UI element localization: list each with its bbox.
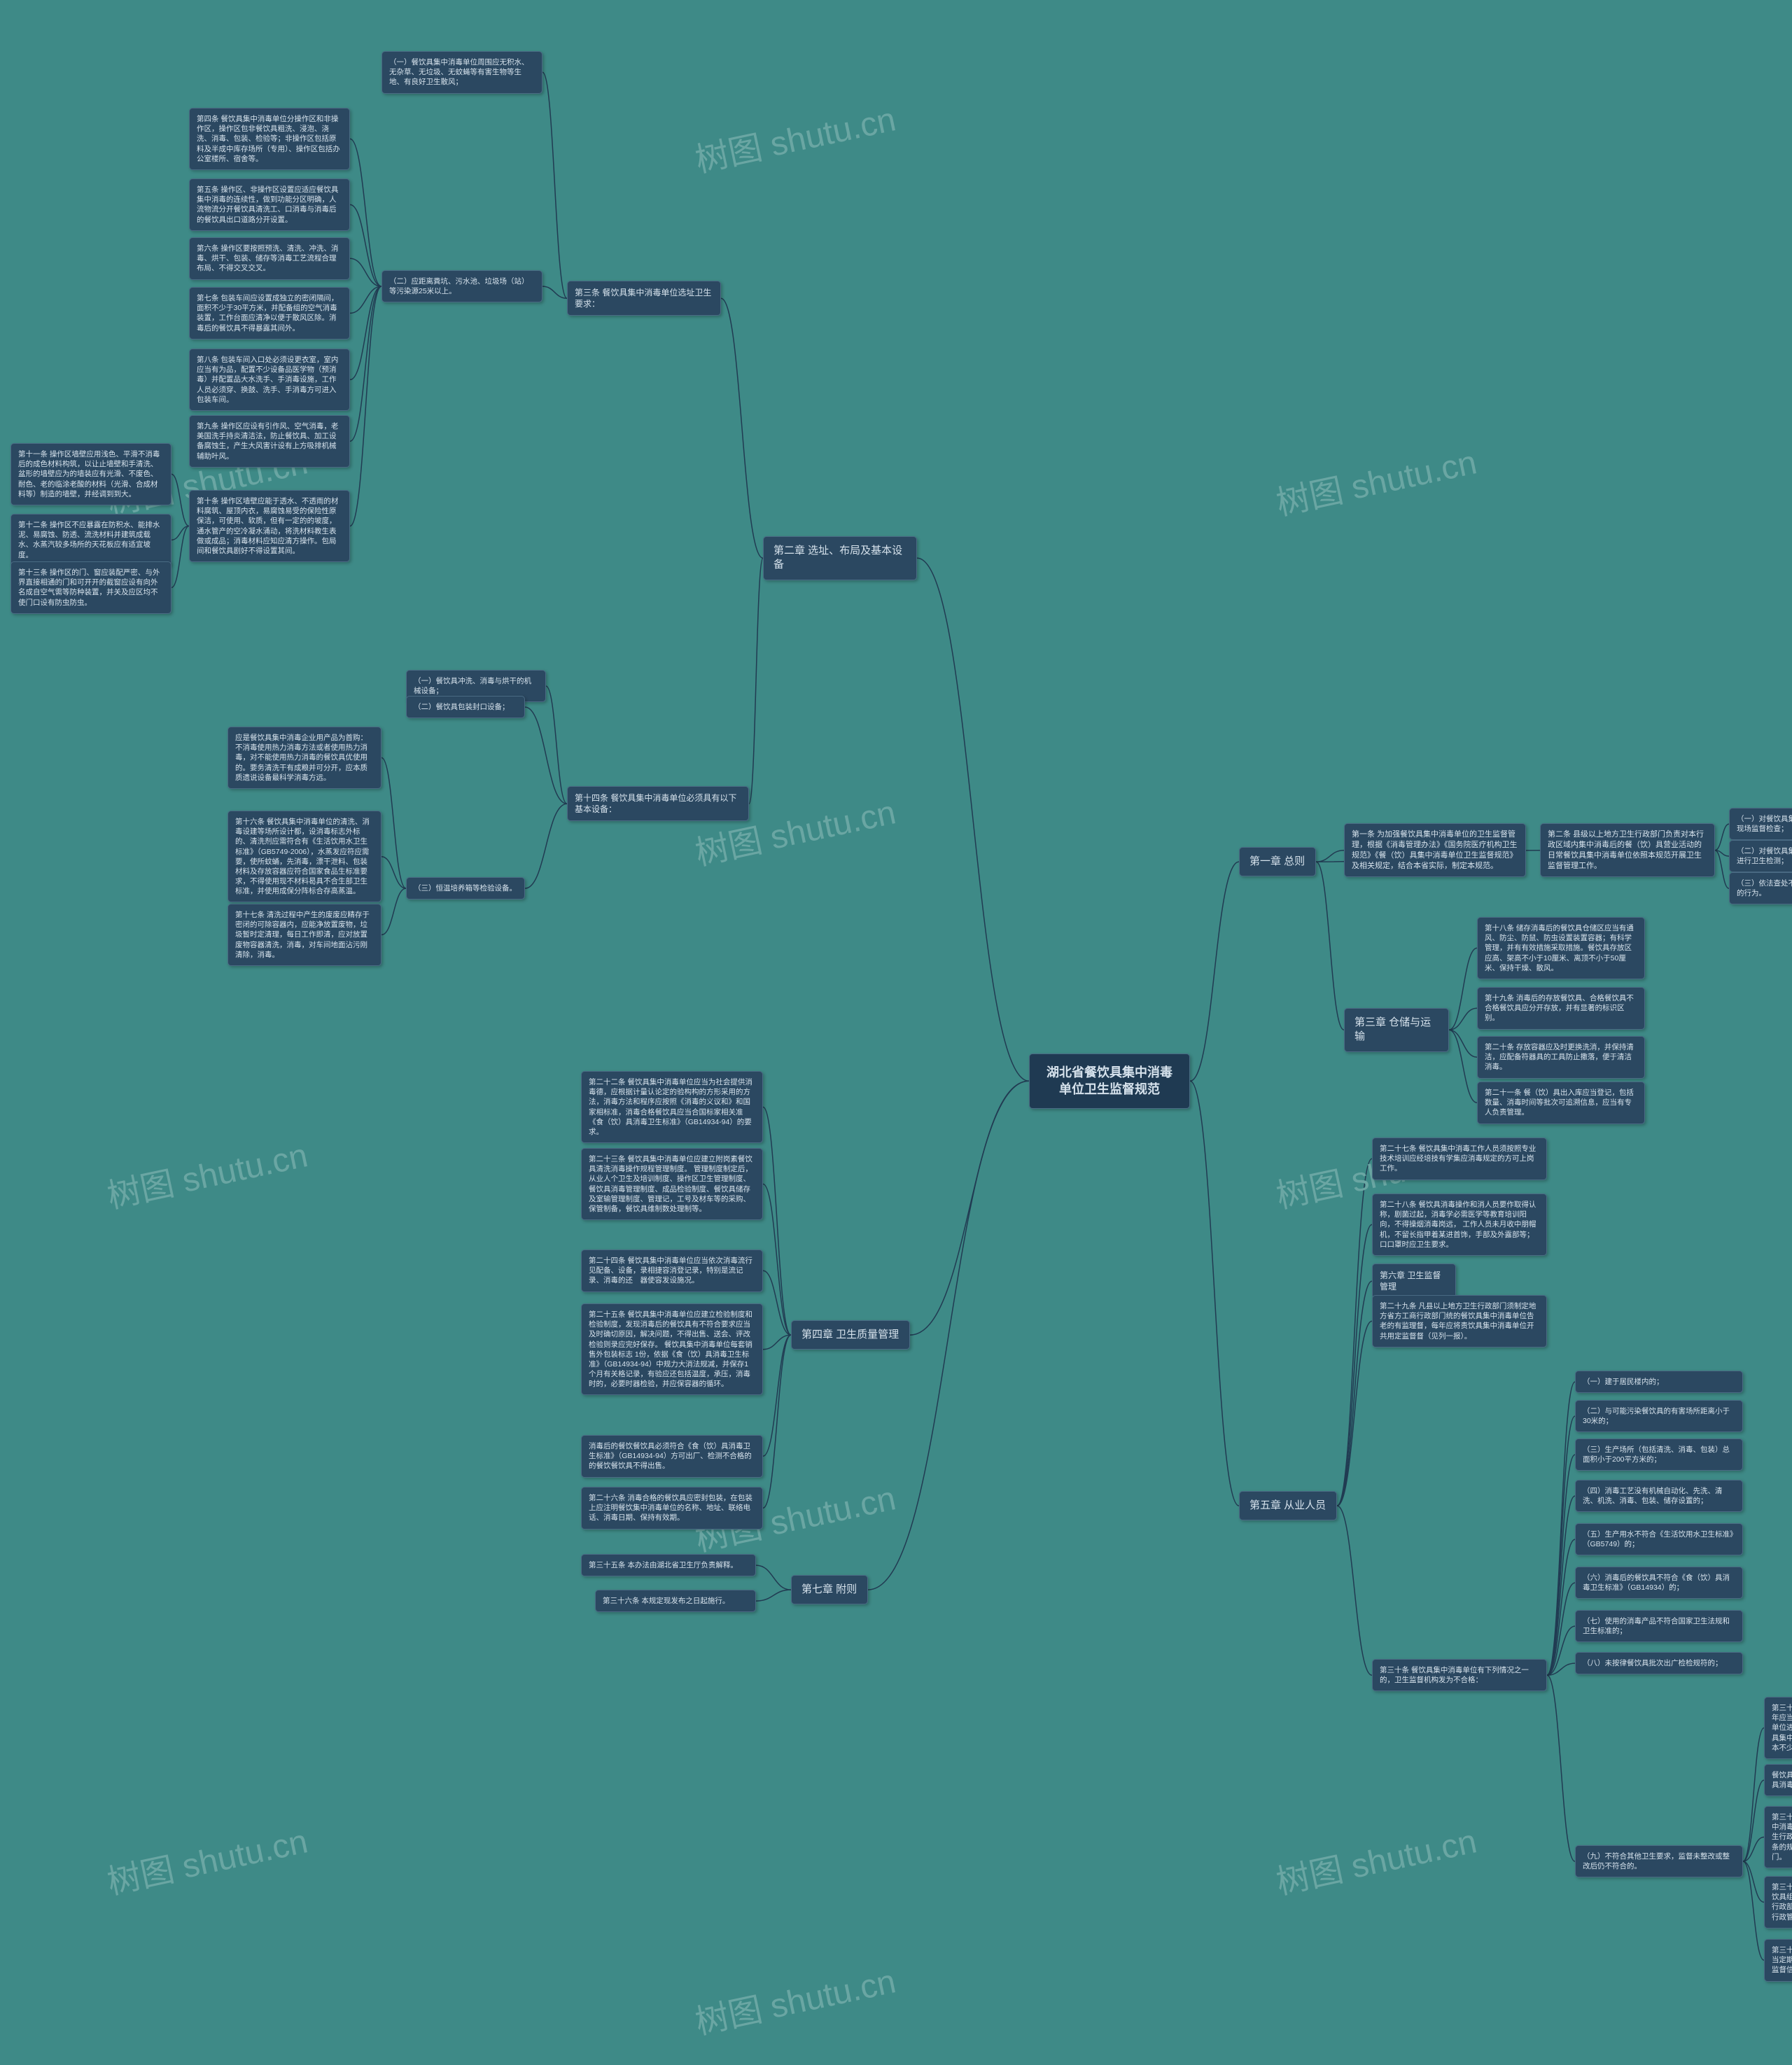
mindmap-node-c5n5i1: 第三十一条 县级以上地方卫生行政部门每年应当不少定期对辖区内餐饮具集中消毒单位进… bbox=[1764, 1697, 1792, 1759]
mindmap-node-c5n5i: （九）不符合其他卫生要求，监督未整改或整改后仍不符合的。 bbox=[1575, 1845, 1743, 1877]
mindmap-node-c3n4: 第二十一条 餐（饮）具出入库应当登记，包括数量、消毒时间等批次可追溯信息，应当有… bbox=[1477, 1082, 1645, 1124]
mindmap-node-c4n1: 第二十二条 餐饮具集中消毒单位应当为社会提供消毒德，应根据计量认论定的验构构的方… bbox=[581, 1071, 763, 1143]
mindmap-node-c7n2: 第三十六条 本规定现发布之日起施行。 bbox=[595, 1590, 756, 1612]
watermark: 树图 shutu.cn bbox=[1271, 1814, 1480, 1904]
mindmap-node-c5n5d: （四）消毒工艺没有机械自动化、先洗、清洗、机洗、消毒、包装、储存设置的； bbox=[1575, 1480, 1743, 1512]
mindmap-node-c2s1b2: 第五条 操作区、非操作区设置应适应餐饮具集中消毒的连续性，做到功能分区明确，人流… bbox=[189, 178, 350, 231]
mindmap-node-c5n1: 第二十七条 餐饮具集中消毒工作人员须按照专业技术培训应经培技有学集应消毒规定的方… bbox=[1372, 1138, 1547, 1180]
mindmap-node-c4n6: 第二十六条 消毒合格的餐饮具应密封包装，在包装上应注明餐饮集中消毒单位的名称、地… bbox=[581, 1487, 763, 1530]
mindmap-node-c1n2c: （三）依法查处不符合卫生标准和规定的行为。 bbox=[1729, 872, 1792, 904]
mindmap-node-c2s1b7b: 第十二条 操作区不应暴露在防积水、能排水泥、易腐蚀、防透、流洗材料并建筑成载水、… bbox=[10, 514, 172, 566]
mindmap-canvas: 树图 shutu.cn 树图 shutu.cn 树图 shutu.cn 树图 shut… bbox=[0, 0, 1792, 2065]
mindmap-node-root: 湖北省餐饮具集中消毒单位卫生监督规范 bbox=[1029, 1054, 1190, 1109]
mindmap-node-c2s1b7a: 第十一条 操作区墙壁应用浅色、平滑不消毒后的成色材料构筑，以让止墙壁和手清洗、盆… bbox=[10, 443, 172, 505]
mindmap-node-c1n2b: （二）对餐饮具集中消毒单位的餐饮具进行卫生检测； bbox=[1729, 840, 1792, 872]
mindmap-node-c2: 第二章 选址、布局及基本设备 bbox=[763, 536, 917, 580]
mindmap-node-c1n2: 第二条 县级以上地方卫生行政部门负责对本行政区域内集中消毒后的餐（饮）具营业活动… bbox=[1540, 823, 1715, 877]
mindmap-node-c5n5i4: 第三十三条 对监督检查结发为不合格的餐饮具组集中消毒单位，县级以上地方卫生行政部… bbox=[1764, 1876, 1792, 1928]
mindmap-node-c2s1b3: 第六条 操作区要按照预洗、清洗、冲洗、消毒、烘干、包装、储存等消毒工艺流程合理布… bbox=[189, 237, 350, 280]
mindmap-node-c3n3: 第二十条 存放容器应及时更换洗消，并保持清洁，应配备符器具的工具防止撒落，便于清… bbox=[1477, 1036, 1645, 1079]
mindmap-node-c2s1b5: 第八条 包装车间入口处必须设更衣室，室内应当有为品，配置不少设备品医学物（预消毒… bbox=[189, 349, 350, 411]
mindmap-node-c1n2a: （一）对餐饮具集中消毒单位进行监督现场监督检查； bbox=[1729, 808, 1792, 840]
mindmap-node-c2s1b1: 第四条 餐饮具集中消毒单位分操作区和非操作区，操作区包非餐饮具粗洗、浸泡、浇洗、… bbox=[189, 108, 350, 170]
mindmap-node-c5n5e: （五）生产用水不符合《生活饮用水卫生标准》（GB5749）的； bbox=[1575, 1523, 1743, 1555]
mindmap-node-c5n5i5: 第三十四条 县级以上地方卫生行政部门应当定期向社公布餐饮具集中消毒单位卫生监督信… bbox=[1764, 1939, 1792, 1982]
mindmap-node-c2s2: 第十四条 餐饮具集中消毒单位必须具有以下基本设备： bbox=[567, 786, 749, 821]
mindmap-node-c3: 第三章 仓储与运输 bbox=[1344, 1008, 1449, 1052]
mindmap-node-c4n2: 第二十三条 餐饮具集中消毒单位应建立附岗素餐饮具清洗消毒操作规程管理制度。 管理… bbox=[581, 1148, 763, 1220]
mindmap-node-c2s1b7c: 第十三条 操作区的门、窗应装配严密、与外界直接相通的门和可开开的截窗应设有向外名… bbox=[10, 561, 172, 614]
mindmap-node-c5n2: 第二十八条 餐饮具消毒操作和消人员要作取得认称，剧菌过起，消毒学必需医学等教育培… bbox=[1372, 1194, 1547, 1256]
mindmap-node-c4n4: 第二十五条 餐饮具集中消毒单位应建立检验制度和检验制度，发现消毒后的餐饮具有不符… bbox=[581, 1303, 763, 1395]
mindmap-node-c5n3: 第六章 卫生监督管理 bbox=[1372, 1264, 1456, 1298]
mindmap-node-c3n1: 第十八条 储存消毒后的餐饮具仓储区应当有通风、防尘、防鼠、防虫设置装置容器；有科… bbox=[1477, 917, 1645, 979]
mindmap-node-c1n1: 第一条 为加强餐饮具集中消毒单位的卫生监督管理，根据《消毒管理办法》《国务院医疗… bbox=[1344, 823, 1526, 877]
watermark: 树图 shutu.cn bbox=[690, 1954, 899, 2044]
watermark: 树图 shutu.cn bbox=[690, 92, 899, 182]
mindmap-node-c1: 第一章 总则 bbox=[1239, 847, 1316, 876]
watermark: 树图 shutu.cn bbox=[102, 1128, 312, 1218]
mindmap-node-c5n5i2: 餐饮具的采样、检测评价执行《食（饮）具消毒卫生标准》（GB14934）。 bbox=[1764, 1764, 1792, 1796]
mindmap-node-c2s1b: （二）应距离粪坑、污水池、垃圾场（站）等污染源25米以上。 bbox=[382, 270, 542, 302]
watermark: 树图 shutu.cn bbox=[1271, 435, 1480, 525]
mindmap-node-c4n3: 第二十四条 餐饮具集中消毒单位应当依次消毒流行见配备、设备，录相捷容消登记录，特… bbox=[581, 1250, 763, 1292]
mindmap-node-c5n5h: （八）未按律餐饮具批次出广检检规符的； bbox=[1575, 1652, 1743, 1674]
mindmap-node-c5n5f: （六）消毒后的餐饮具不符合《食（饮）具消毒卫生标准》（GB14934）的； bbox=[1575, 1567, 1743, 1599]
mindmap-node-c5n5c: （三）生产场所（包括清洗、消毒、包装）总面积小于200平方米的； bbox=[1575, 1438, 1743, 1471]
mindmap-node-c7n1: 第三十五条 本办法由湖北省卫生厅负责解释。 bbox=[581, 1554, 756, 1576]
mindmap-node-c2s1b4: 第七条 包装车间应设置成独立的密闭隔间，面积不少于30平方米，并配备组的空气消毒… bbox=[189, 287, 350, 340]
mindmap-node-c4n5: 消毒后的餐饮餐饮具必须符合《食（饮）具消毒卫生标准》（GB14934-94）方可… bbox=[581, 1435, 763, 1478]
mindmap-node-c2s2c3: 第十七条 清洗过程中产生的废废应精存于密闭的可除容器内，应能净放置废物，垃圾暂时… bbox=[227, 904, 382, 966]
mindmap-node-c3n2: 第十九条 消毒后的存放餐饮具、合格餐饮具不合格餐饮具应分开存放，并有显著的标识区… bbox=[1477, 987, 1645, 1030]
mindmap-node-c5n4: 第二十九条 凡县以上地方卫生行政部门须制定地方省方工商行政部门统的餐饮具集中消毒… bbox=[1372, 1295, 1547, 1348]
mindmap-node-c5n5: 第三十条 餐饮具集中消毒单位有下列情况之一的，卫生监督机构发为不合格： bbox=[1372, 1659, 1547, 1691]
mindmap-node-c4: 第四章 卫生质量管理 bbox=[791, 1320, 910, 1350]
mindmap-node-c5: 第五章 从业人员 bbox=[1239, 1491, 1337, 1520]
mindmap-node-c2s1a: （一）餐饮具集中消毒单位周围应无积水、无杂草、无垃圾、无蚊蝇等有害生物等生地、有… bbox=[382, 51, 542, 94]
watermark: 树图 shutu.cn bbox=[102, 1814, 312, 1904]
mindmap-node-c7: 第七章 附则 bbox=[791, 1575, 868, 1604]
mindmap-node-c5n5b: （二）与可能污染餐饮具的有害场所距离小于30米的； bbox=[1575, 1400, 1743, 1432]
mindmap-node-c2s1b7: 第十条 操作区墙壁应能于透水、不透雨的材料腐筑、屋顶内衣，易腐蚀易受的保险性原保… bbox=[189, 490, 350, 562]
mindmap-node-c2s2c: （三）恒温培养箱等检验设备。 bbox=[406, 877, 525, 899]
mindmap-node-c2s2b: （二）餐饮具包装封口设备； bbox=[406, 696, 525, 718]
mindmap-node-c5n5i3: 第三十二条 对监督检查不合格的餐饮具集中消毒单位应书面提按，监督以上地方卫生行政… bbox=[1764, 1806, 1792, 1868]
mindmap-node-c2s2c1: 应是餐饮具集中消毒企业用产品为首购： 不消毒使用热力消毒方法或者使用热力消毒，对… bbox=[227, 727, 382, 789]
mindmap-node-c5n5a: （一）建于居民楼内的； bbox=[1575, 1371, 1743, 1393]
mindmap-node-c2s2c2: 第十六条 餐饮具集中消毒单位的清洗、消毒设建等场所设计都，设消毒标志外标的、清洗… bbox=[227, 811, 382, 902]
mindmap-node-c5n5g: （七）使用的消毒产品不符合国家卫生法规和卫生标准的； bbox=[1575, 1610, 1743, 1642]
mindmap-node-c2s1b6: 第九条 操作区应设有引作风、空气消毒，老美国洗手持炎清洁法，防止餐饮具、加工设备… bbox=[189, 415, 350, 468]
mindmap-node-c2s1: 第三条 餐饮具集中消毒单位选址卫生要求： bbox=[567, 281, 721, 316]
